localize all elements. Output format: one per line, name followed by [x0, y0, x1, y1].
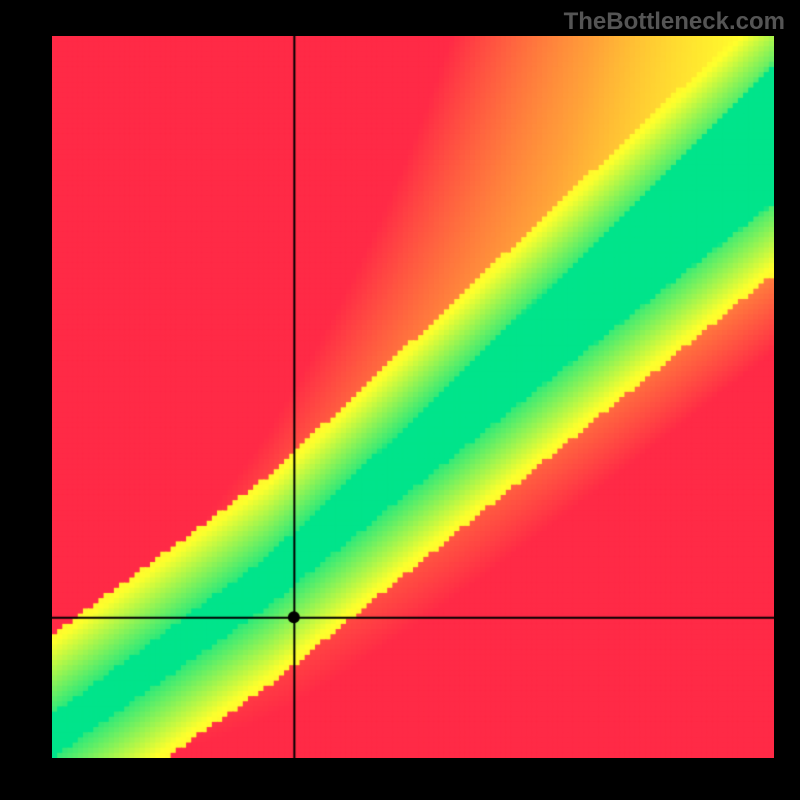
watermark-text: TheBottleneck.com — [564, 8, 785, 36]
bottleneck-heatmap — [52, 36, 774, 758]
